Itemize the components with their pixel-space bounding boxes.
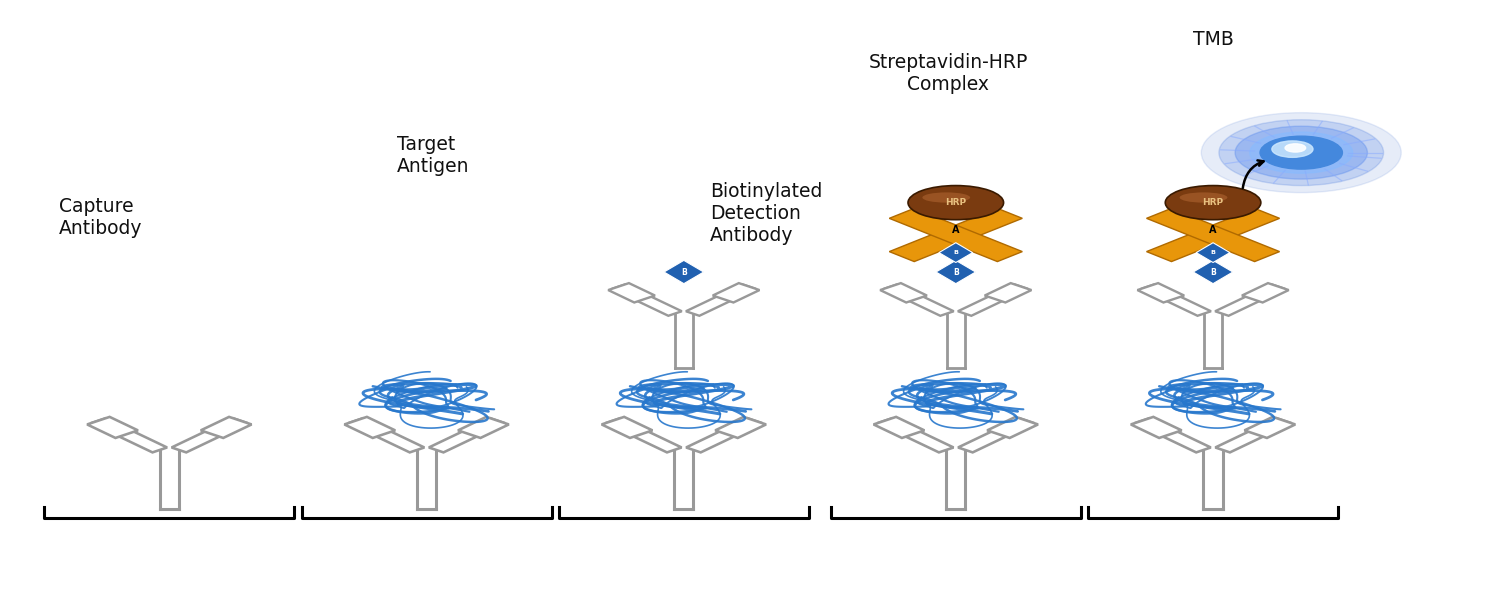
Polygon shape — [1215, 418, 1292, 452]
Polygon shape — [606, 418, 681, 452]
Text: B: B — [952, 268, 958, 277]
Circle shape — [1260, 136, 1342, 169]
Text: A: A — [952, 226, 960, 235]
Polygon shape — [1215, 284, 1286, 316]
Polygon shape — [171, 418, 248, 452]
Text: A: A — [1209, 226, 1216, 235]
Polygon shape — [1137, 283, 1184, 302]
Polygon shape — [664, 260, 704, 284]
Polygon shape — [936, 260, 975, 284]
Text: Streptavidin-HRP
Complex: Streptavidin-HRP Complex — [868, 53, 1028, 94]
Text: B: B — [1210, 250, 1215, 255]
Polygon shape — [87, 417, 138, 438]
Polygon shape — [890, 208, 1023, 262]
Polygon shape — [458, 417, 509, 438]
Text: HRP: HRP — [1203, 198, 1224, 207]
Polygon shape — [201, 417, 252, 438]
Text: TMB: TMB — [1192, 29, 1233, 49]
Polygon shape — [880, 283, 927, 302]
Polygon shape — [1131, 417, 1182, 438]
Circle shape — [1272, 141, 1312, 157]
Polygon shape — [716, 417, 766, 438]
Polygon shape — [958, 418, 1034, 452]
Text: Biotinylated
Detection
Antibody: Biotinylated Detection Antibody — [711, 182, 822, 245]
Ellipse shape — [1179, 193, 1227, 203]
Polygon shape — [873, 417, 924, 438]
Ellipse shape — [908, 185, 1004, 220]
Polygon shape — [890, 208, 1023, 262]
Polygon shape — [612, 284, 682, 316]
Circle shape — [1220, 120, 1383, 185]
Polygon shape — [878, 418, 954, 452]
Polygon shape — [602, 417, 652, 438]
Polygon shape — [429, 418, 506, 452]
Polygon shape — [712, 283, 759, 302]
Polygon shape — [987, 417, 1038, 438]
Polygon shape — [686, 418, 762, 452]
Polygon shape — [884, 284, 954, 316]
Text: Capture
Antibody: Capture Antibody — [58, 197, 142, 238]
Circle shape — [1234, 126, 1368, 179]
Polygon shape — [939, 243, 972, 263]
Circle shape — [1286, 144, 1305, 152]
Polygon shape — [92, 418, 166, 452]
Polygon shape — [348, 418, 424, 452]
Polygon shape — [686, 284, 756, 316]
Polygon shape — [984, 283, 1032, 302]
Polygon shape — [1146, 208, 1280, 262]
Polygon shape — [1136, 418, 1210, 452]
Text: B: B — [1210, 268, 1216, 277]
Circle shape — [1250, 132, 1353, 173]
Text: Target
Antigen: Target Antigen — [398, 136, 470, 176]
Polygon shape — [1192, 260, 1233, 284]
Text: B: B — [954, 250, 958, 255]
Polygon shape — [1196, 243, 1230, 263]
Polygon shape — [608, 283, 656, 302]
Ellipse shape — [1166, 185, 1262, 220]
Text: B: B — [681, 268, 687, 277]
Polygon shape — [345, 417, 394, 438]
Polygon shape — [1146, 208, 1280, 262]
Ellipse shape — [922, 193, 970, 203]
Polygon shape — [1242, 283, 1288, 302]
Text: HRP: HRP — [945, 198, 966, 207]
Polygon shape — [1142, 284, 1210, 316]
Circle shape — [1202, 113, 1401, 193]
Polygon shape — [958, 284, 1028, 316]
Polygon shape — [1245, 417, 1296, 438]
